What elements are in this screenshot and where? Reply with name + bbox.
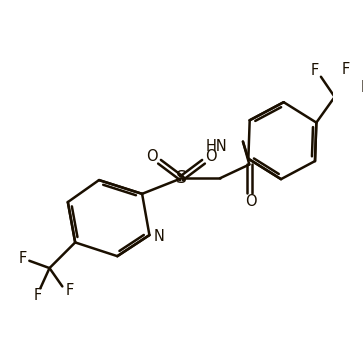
- Text: F: F: [361, 80, 363, 95]
- Text: F: F: [342, 62, 350, 77]
- Text: F: F: [19, 251, 27, 265]
- Text: N: N: [153, 230, 164, 244]
- Text: HN: HN: [205, 139, 227, 153]
- Text: F: F: [66, 283, 74, 298]
- Text: O: O: [146, 149, 158, 164]
- Text: F: F: [310, 63, 319, 78]
- Text: S: S: [176, 169, 187, 187]
- Text: F: F: [33, 288, 42, 303]
- Text: O: O: [245, 194, 257, 209]
- Text: O: O: [205, 149, 217, 164]
